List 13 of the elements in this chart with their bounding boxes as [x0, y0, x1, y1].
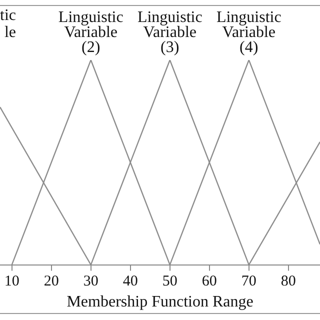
x-tick-label: 70 — [241, 274, 256, 290]
x-tick-label: 80 — [280, 274, 296, 290]
x-tick-label: 60 — [202, 274, 217, 290]
x-tick-label: 30 — [83, 274, 98, 290]
x-tick-label: 50 — [162, 274, 178, 290]
annotation: Linguistic Variable (3) — [137, 9, 202, 56]
text: tic le — [0, 7, 16, 41]
x-axis-title: Membership Function Range — [66, 294, 254, 311]
annotation: Linguistic Variable (2) — [58, 9, 124, 56]
x-tick-label: 10 — [4, 274, 20, 290]
x-tick-label: 20 — [44, 274, 59, 290]
x-tick-label: 40 — [122, 274, 138, 290]
annotation: Linguistic Variable (4) — [216, 9, 282, 56]
